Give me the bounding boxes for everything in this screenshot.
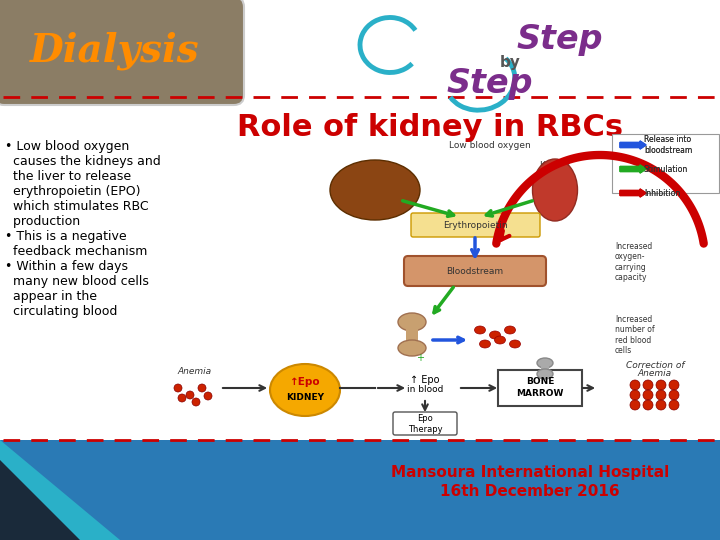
Circle shape — [656, 400, 666, 410]
Circle shape — [669, 380, 679, 390]
Text: Anemia: Anemia — [638, 369, 672, 379]
FancyBboxPatch shape — [404, 256, 546, 286]
Text: ↑Epo: ↑Epo — [289, 377, 320, 387]
Text: Role of kidney in RBCs: Role of kidney in RBCs — [237, 112, 623, 141]
Circle shape — [656, 380, 666, 390]
Circle shape — [198, 384, 206, 392]
Text: production: production — [5, 215, 80, 228]
Circle shape — [669, 390, 679, 400]
FancyBboxPatch shape — [612, 134, 719, 193]
Ellipse shape — [510, 340, 521, 348]
Ellipse shape — [505, 326, 516, 334]
FancyArrow shape — [620, 189, 646, 197]
Circle shape — [174, 384, 182, 392]
FancyBboxPatch shape — [541, 360, 549, 372]
Text: causes the kidneys and: causes the kidneys and — [5, 155, 161, 168]
Ellipse shape — [533, 159, 577, 221]
Text: 16th December 2016: 16th December 2016 — [440, 484, 620, 500]
Text: Release into
bloodstream: Release into bloodstream — [644, 136, 692, 154]
Text: • Low blood oxygen: • Low blood oxygen — [5, 140, 130, 153]
Text: Erythropoietin: Erythropoietin — [443, 220, 508, 230]
Text: Mansoura International Hospital: Mansoura International Hospital — [391, 464, 669, 480]
Text: MARROW: MARROW — [516, 388, 564, 397]
FancyArrow shape — [620, 141, 646, 149]
Text: KIDNEY: KIDNEY — [286, 393, 324, 402]
FancyBboxPatch shape — [498, 370, 582, 406]
Ellipse shape — [330, 160, 420, 220]
Text: • Within a few days: • Within a few days — [5, 260, 128, 273]
Circle shape — [643, 390, 653, 400]
Text: by: by — [500, 56, 521, 71]
Ellipse shape — [398, 313, 426, 331]
Text: Kidney: Kidney — [539, 160, 570, 170]
Polygon shape — [0, 460, 80, 540]
Ellipse shape — [474, 326, 485, 334]
Text: BONE: BONE — [526, 377, 554, 387]
FancyBboxPatch shape — [406, 320, 418, 345]
Text: which stimulates RBC: which stimulates RBC — [5, 200, 148, 213]
Ellipse shape — [537, 358, 553, 368]
Circle shape — [630, 390, 640, 400]
Text: Step: Step — [517, 24, 603, 57]
FancyBboxPatch shape — [235, 7, 717, 95]
Text: Inhibition: Inhibition — [644, 188, 680, 198]
Ellipse shape — [480, 340, 490, 348]
FancyArrow shape — [620, 189, 646, 197]
Text: appear in the: appear in the — [5, 290, 97, 303]
Text: erythropoietin (EPO): erythropoietin (EPO) — [5, 185, 140, 198]
FancyBboxPatch shape — [0, 440, 720, 540]
FancyBboxPatch shape — [0, 0, 244, 105]
Text: Stimulation: Stimulation — [644, 165, 688, 173]
Text: Liver: Liver — [369, 160, 391, 170]
FancyBboxPatch shape — [411, 213, 540, 237]
Text: Dialysis: Dialysis — [30, 32, 200, 70]
Ellipse shape — [270, 364, 340, 416]
FancyArrow shape — [620, 165, 646, 173]
Ellipse shape — [490, 331, 500, 339]
Text: many new blood cells: many new blood cells — [5, 275, 149, 288]
Text: feedback mechanism: feedback mechanism — [5, 245, 148, 258]
Circle shape — [643, 380, 653, 390]
Ellipse shape — [398, 340, 426, 356]
Text: the liver to release: the liver to release — [5, 170, 131, 183]
Circle shape — [643, 400, 653, 410]
Text: Step: Step — [446, 68, 534, 100]
Text: +: + — [416, 353, 424, 363]
Circle shape — [630, 380, 640, 390]
Text: Increased
number of
red blood
cells: Increased number of red blood cells — [615, 315, 654, 355]
Text: Low blood oxygen: Low blood oxygen — [449, 140, 531, 150]
Text: Anemia: Anemia — [178, 368, 212, 376]
Circle shape — [669, 400, 679, 410]
Text: Correction of: Correction of — [626, 361, 684, 369]
Text: Bloodstream: Bloodstream — [446, 267, 503, 275]
FancyArrow shape — [620, 165, 646, 173]
Text: ↑ Epo: ↑ Epo — [410, 375, 440, 385]
FancyBboxPatch shape — [393, 412, 457, 435]
FancyArrow shape — [620, 141, 646, 149]
Circle shape — [630, 400, 640, 410]
Text: Release into
bloodstream: Release into bloodstream — [644, 136, 692, 154]
Text: in blood: in blood — [407, 386, 444, 395]
Text: Inhibition: Inhibition — [644, 188, 680, 198]
Circle shape — [186, 391, 194, 399]
Polygon shape — [0, 440, 120, 540]
Ellipse shape — [537, 369, 553, 379]
Ellipse shape — [495, 336, 505, 344]
Text: circulating blood: circulating blood — [5, 305, 117, 318]
Circle shape — [178, 394, 186, 402]
Circle shape — [656, 390, 666, 400]
Circle shape — [192, 398, 200, 406]
Circle shape — [204, 392, 212, 400]
Text: • This is a negative: • This is a negative — [5, 230, 127, 243]
Text: Increased
oxygen-
carrying
capacity: Increased oxygen- carrying capacity — [615, 242, 652, 282]
Text: Stimulation: Stimulation — [644, 165, 688, 173]
Text: Epo
Therapy: Epo Therapy — [408, 414, 442, 434]
